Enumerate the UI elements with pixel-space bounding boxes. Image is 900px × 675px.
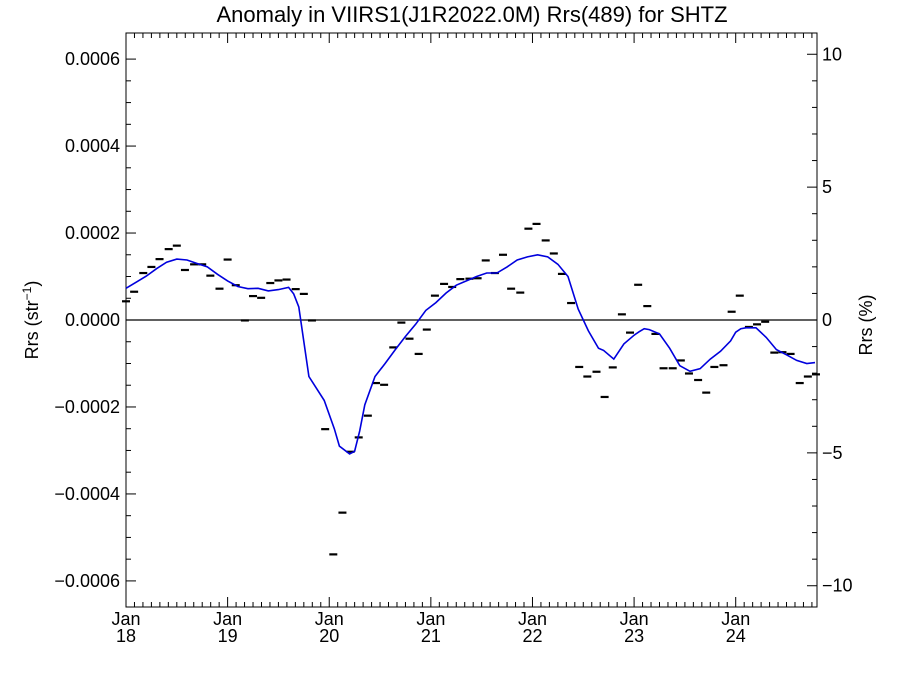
x-tick-label-month: Jan [111,609,140,629]
chart-title: Anomaly in VIIRS1(J1R2022.0M) Rrs(489) f… [216,2,727,27]
x-tick-label-month: Jan [416,609,445,629]
x-tick-label-year: 20 [319,626,339,646]
monthly-anomaly-marks [122,222,820,556]
x-tick-label-year: 18 [116,626,136,646]
x-tick-label-month: Jan [518,609,547,629]
y-axis-left-title-end: ) [22,281,42,287]
x-tick-label-month: Jan [315,609,344,629]
y-left-tick-label: 0.0002 [65,223,120,243]
x-tick-label-year: 22 [522,626,542,646]
y-left-tick-label: 0.0000 [65,310,120,330]
y-right-tick-label: −5 [822,443,843,463]
x-tick-label-month: Jan [213,609,242,629]
y-axis-right-title: Rrs (%) [856,295,876,356]
y-left-tick-label: 0.0006 [65,49,120,69]
y-axis-left-title: Rrs (str−1) [20,281,42,360]
y-right-tick-label: 0 [822,310,832,330]
y-axis-left-title-sup: −1 [20,286,34,300]
running-mean-line [125,253,816,455]
y-axis-right: 10 5 0 −5 −10 [807,44,853,596]
y-left-tick-label: 0.0004 [65,136,120,156]
x-tick-label-year: 24 [726,626,746,646]
x-tick-label-year: 21 [421,626,441,646]
y-axis-left: 0.0006 0.0004 0.0002 0.0000 −0.0002 −0.0004 −0… [54,49,136,591]
x-tick-label-year: 23 [624,626,644,646]
y-left-tick-label: −0.0004 [54,484,120,504]
x-tick-label-year: 19 [218,626,238,646]
y-right-tick-label: 10 [822,44,842,64]
x-tick-label-month: Jan [721,609,750,629]
y-right-tick-label: −10 [822,576,853,596]
y-left-tick-label: −0.0006 [54,571,120,591]
y-left-tick-label: −0.0002 [54,397,120,417]
x-tick-label-month: Jan [620,609,649,629]
y-right-tick-label: 5 [822,177,832,197]
